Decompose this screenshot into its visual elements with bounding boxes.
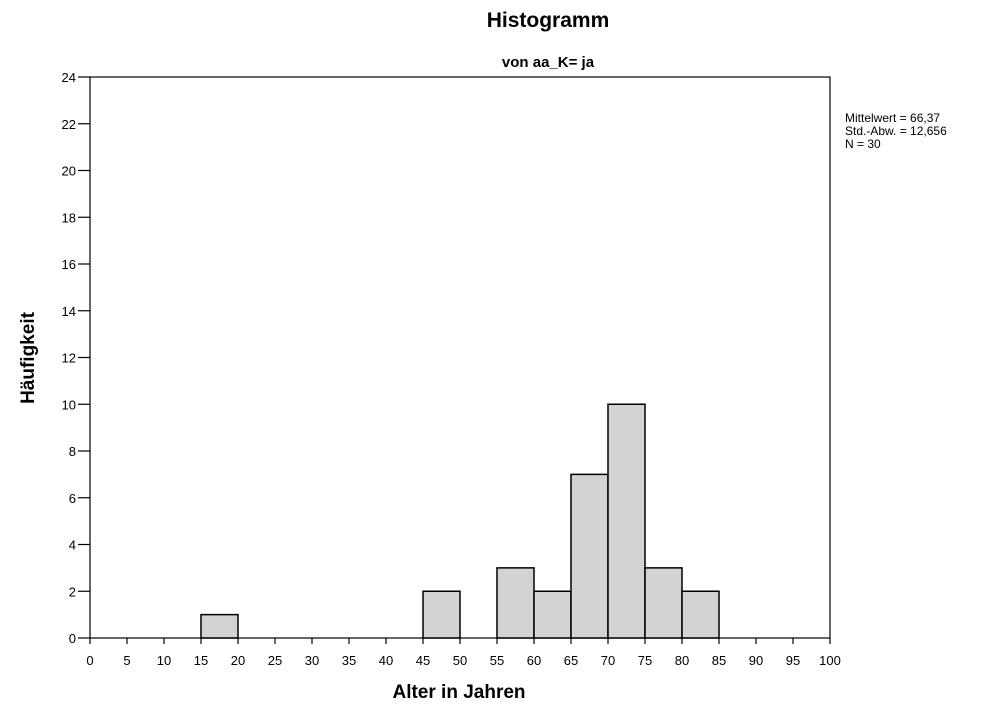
y-tick-label-16: 16: [62, 257, 76, 272]
bars-group: [200, 403, 720, 639]
x-tick-label-20: 20: [231, 653, 245, 668]
x-tick-label-0: 0: [86, 653, 93, 668]
x-axis: 0 5 10 15 20 25 30 35 40 45 50 55 60 65 70 75 80 85 90 95 10…: [86, 638, 841, 668]
stats-std: Std.-Abw. = 12,656: [845, 124, 947, 138]
y-tick-label-10: 10: [62, 397, 76, 412]
x-tick-label-30: 30: [305, 653, 319, 668]
chart-subtitle: von aa_K= ja: [502, 54, 595, 71]
y-tick-label-14: 14: [62, 304, 76, 319]
x-tick-label-85: 85: [712, 653, 726, 668]
y-tick-label-20: 20: [62, 164, 76, 179]
y-tick-label-12: 12: [62, 351, 76, 366]
y-tick-label-4: 4: [69, 538, 76, 553]
x-tick-label-70: 70: [601, 653, 615, 668]
stats-n: N = 30: [845, 137, 881, 151]
x-tick-label-45: 45: [416, 653, 430, 668]
histogram-bar-60-65: [533, 590, 572, 639]
y-tick-label-6: 6: [69, 491, 76, 506]
x-tick-label-10: 10: [157, 653, 171, 668]
x-tick-label-5: 5: [123, 653, 130, 668]
stats-mean: Mittelwert = 66,37: [845, 111, 940, 125]
y-tick-label-8: 8: [69, 444, 76, 459]
y-tick-label-0: 0: [69, 631, 76, 646]
x-tick-label-25: 25: [268, 653, 282, 668]
x-tick-label-65: 65: [564, 653, 578, 668]
y-tick-label-24: 24: [62, 70, 76, 85]
histogram-bar-45-50: [422, 590, 461, 639]
x-tick-label-75: 75: [638, 653, 652, 668]
x-tick-label-35: 35: [342, 653, 356, 668]
x-tick-label-50: 50: [453, 653, 467, 668]
chart-title: Histogramm: [487, 9, 610, 32]
x-tick-label-90: 90: [749, 653, 763, 668]
histogram-bar-15-20: [200, 613, 239, 639]
histogram-bar-80-85: [681, 590, 720, 639]
x-tick-label-60: 60: [527, 653, 541, 668]
histogram-bar-75-80: [644, 567, 683, 639]
histogram-bar-55-60: [496, 567, 535, 639]
y-tick-label-2: 2: [69, 584, 76, 599]
x-tick-label-55: 55: [490, 653, 504, 668]
plot-frame: [89, 76, 831, 639]
y-tick-label-22: 22: [62, 117, 76, 132]
x-tick-label-100: 100: [819, 653, 841, 668]
x-tick-label-80: 80: [675, 653, 689, 668]
y-axis-title: Häufigkeit: [18, 311, 39, 404]
x-tick-label-40: 40: [379, 653, 393, 668]
x-axis-title: Alter in Jahren: [392, 682, 525, 703]
histogram-bar-65-70: [570, 473, 609, 639]
x-tick-label-95: 95: [786, 653, 800, 668]
y-tick-label-18: 18: [62, 210, 76, 225]
histogram-bar-70-75: [607, 403, 646, 639]
x-tick-label-15: 15: [194, 653, 208, 668]
